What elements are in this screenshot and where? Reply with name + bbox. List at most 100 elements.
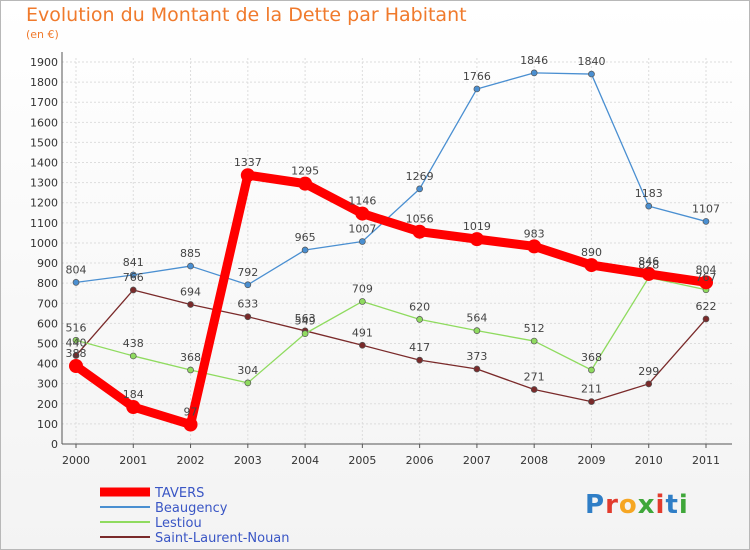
x-tick-label: 2008 xyxy=(520,454,548,467)
data-label: 304 xyxy=(237,364,258,377)
logo-letter: r xyxy=(605,490,619,520)
x-tick-label: 2003 xyxy=(234,454,262,467)
data-label: 97 xyxy=(184,405,198,418)
y-tick-label: 1000 xyxy=(30,237,58,250)
series-line xyxy=(75,72,707,286)
data-label: 271 xyxy=(524,371,545,384)
data-point xyxy=(129,352,137,360)
data-point xyxy=(645,202,653,210)
data-point xyxy=(530,386,538,393)
y-tick-label: 600 xyxy=(37,317,58,330)
data-point xyxy=(416,315,423,323)
data-label: 965 xyxy=(295,231,316,244)
data-label: 1295 xyxy=(291,165,319,178)
data-point xyxy=(416,185,423,193)
data-point xyxy=(72,279,80,286)
y-tick-label: 0 xyxy=(51,438,58,451)
data-label: 388 xyxy=(66,347,87,360)
data-label: 563 xyxy=(295,312,316,325)
data-label: 564 xyxy=(466,312,487,325)
data-label: 184 xyxy=(123,388,144,401)
data-label: 804 xyxy=(696,263,717,276)
y-tick-label: 400 xyxy=(37,358,58,371)
data-label: 373 xyxy=(466,350,487,363)
y-tick-label: 700 xyxy=(37,297,58,310)
data-label: 1766 xyxy=(463,70,491,83)
y-tick-label: 800 xyxy=(37,277,58,290)
data-point xyxy=(645,380,653,388)
data-label: 828 xyxy=(638,259,659,272)
data-point xyxy=(355,206,370,221)
data-point xyxy=(473,365,481,373)
data-point xyxy=(699,275,713,290)
data-point xyxy=(473,327,481,334)
data-point xyxy=(702,315,710,323)
data-label: 766 xyxy=(123,271,144,284)
y-tick-label: 200 xyxy=(37,398,58,411)
data-point xyxy=(187,301,194,308)
data-point xyxy=(530,337,538,345)
data-label: 549 xyxy=(295,315,316,328)
y-tick-label: 1500 xyxy=(30,136,58,149)
y-tick-label: 900 xyxy=(37,257,58,270)
series-layer xyxy=(69,69,713,432)
data-label: 633 xyxy=(237,298,258,311)
data-label: 1337 xyxy=(234,156,262,169)
series-line xyxy=(75,276,707,384)
data-point xyxy=(530,69,538,77)
data-label: 983 xyxy=(524,227,545,240)
data-label: 694 xyxy=(180,285,201,298)
data-point xyxy=(126,400,141,415)
data-point xyxy=(588,70,595,78)
data-label: 620 xyxy=(409,300,430,313)
data-label: 792 xyxy=(237,266,258,279)
data-point xyxy=(359,238,366,245)
data-label: 1019 xyxy=(463,220,491,233)
data-label: 767 xyxy=(696,271,717,284)
x-tick-label: 2002 xyxy=(177,454,205,467)
data-label: 438 xyxy=(123,337,144,350)
x-tick-label: 2007 xyxy=(463,454,491,467)
data-point xyxy=(584,258,599,273)
data-label: 368 xyxy=(581,351,602,364)
legend-label: TAVERS xyxy=(154,486,204,501)
data-point xyxy=(301,246,309,254)
data-label: 491 xyxy=(352,326,373,339)
data-label: 890 xyxy=(581,246,602,259)
data-point xyxy=(72,336,80,344)
y-tick-label: 300 xyxy=(37,378,58,391)
y-tick-label: 1100 xyxy=(30,217,58,230)
logo-letter: o xyxy=(618,490,638,520)
data-point xyxy=(588,398,595,405)
series-line xyxy=(71,170,711,429)
x-tick-label: 2006 xyxy=(406,454,434,467)
data-label: 368 xyxy=(180,351,201,364)
x-tick-label: 2009 xyxy=(577,454,605,467)
chart-title: Evolution du Montant de la Dette par Hab… xyxy=(26,4,467,26)
data-point xyxy=(240,168,255,183)
data-point xyxy=(641,266,656,281)
data-point xyxy=(359,341,366,349)
grid xyxy=(62,58,732,445)
data-point xyxy=(298,176,313,191)
data-point xyxy=(187,366,194,374)
data-point xyxy=(469,232,484,247)
series-beaugency xyxy=(72,69,710,289)
data-point xyxy=(69,358,83,373)
logo-letter: P xyxy=(585,490,606,520)
y-tick-label: 1800 xyxy=(30,76,58,89)
data-point xyxy=(359,298,366,305)
data-point xyxy=(301,330,309,337)
data-label: 804 xyxy=(66,263,87,276)
x-tick-label: 2000 xyxy=(62,454,90,467)
y-tick-label: 1300 xyxy=(30,177,58,190)
data-label: 512 xyxy=(524,322,545,335)
data-point xyxy=(588,366,595,374)
data-label: 885 xyxy=(180,247,201,260)
data-point xyxy=(244,281,252,289)
logo-letter: x xyxy=(637,490,656,520)
data-point xyxy=(129,271,137,279)
axes: 0 100 200 300 400 500 600 700 800 900 1000 1100 1200… xyxy=(30,52,732,467)
data-point xyxy=(412,224,427,239)
